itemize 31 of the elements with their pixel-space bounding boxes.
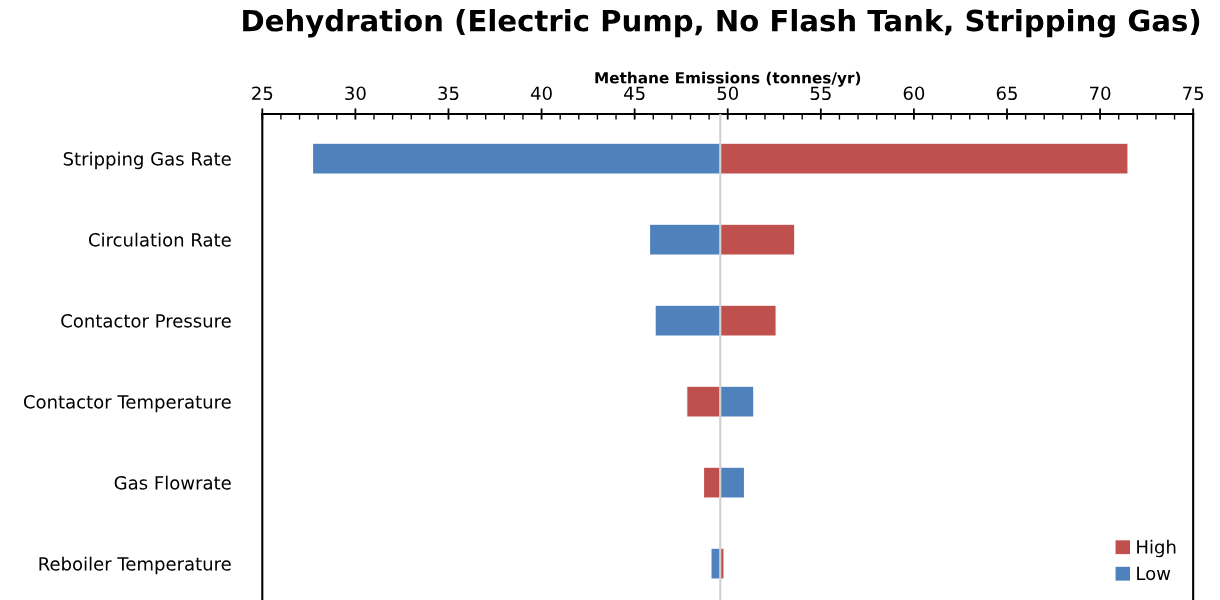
- x-tick-label: 75: [1183, 86, 1204, 101]
- bar: [648, 223, 721, 256]
- y-tick-label: Reboiler Temperature: [39, 556, 231, 575]
- chart-title: Dehydration (Electric Pump, No Flash Tank, Stripping Gas): [243, 9, 1200, 38]
- x-tick-label: 50: [717, 86, 739, 101]
- y-tick-label: Circulation Rate: [88, 232, 231, 247]
- y-tick-label: Contactor Temperature: [23, 395, 231, 413]
- y-tick-label: Contactor Pressure: [61, 314, 231, 328]
- x-tick-label: 45: [624, 86, 645, 101]
- bar: [719, 466, 746, 499]
- x-tick-label: 60: [903, 86, 925, 101]
- bar: [719, 223, 796, 256]
- bar: [719, 304, 777, 337]
- bar: [719, 385, 755, 418]
- legend-label: Low: [1137, 566, 1171, 581]
- bar: [654, 304, 721, 337]
- x-tick-label: 25: [252, 86, 273, 101]
- x-axis-title: Methane Emissions (tonnes/yr): [595, 71, 861, 87]
- x-tick-label: 55: [810, 86, 831, 101]
- bar: [719, 142, 1129, 175]
- bar: [312, 142, 721, 175]
- y-tick-label: Stripping Gas Rate: [63, 151, 231, 170]
- x-tick-label: 70: [1090, 86, 1111, 101]
- legend-label: High: [1137, 539, 1176, 558]
- x-tick-label: 65: [996, 86, 1017, 101]
- x-tick-label: 40: [530, 86, 552, 101]
- bar: [686, 385, 721, 418]
- y-tick-label: Gas Flowrate: [114, 475, 231, 490]
- bar: [702, 466, 721, 499]
- x-tick-label: 35: [438, 86, 459, 101]
- x-tick-label: 30: [345, 86, 366, 101]
